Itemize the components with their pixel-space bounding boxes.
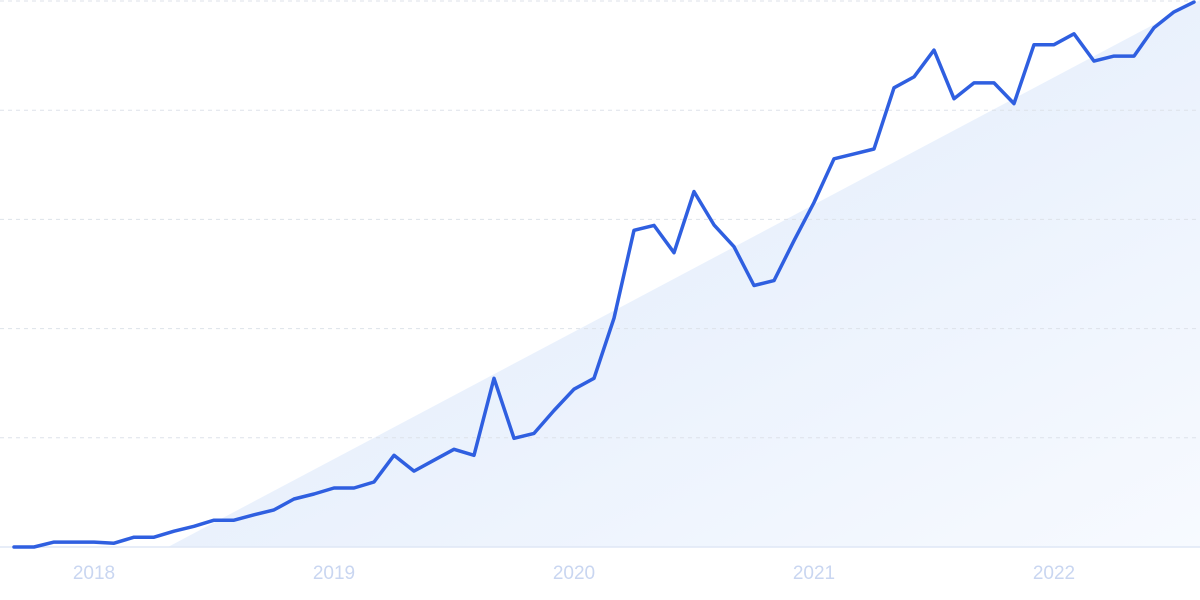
x-tick-label: 2018 (73, 563, 115, 584)
x-tick-label: 2021 (793, 563, 835, 584)
x-tick-label: 2020 (553, 563, 595, 584)
labels: 2018 2019 2020 2021 2022 (73, 563, 1075, 584)
trend-line (12, 0, 1196, 549)
grid (0, 0, 1200, 548)
x-tick-label: 2022 (1033, 563, 1075, 584)
x-tick-label: 2019 (313, 563, 355, 584)
marks (12, 0, 1196, 549)
background-area (168, 0, 1200, 547)
